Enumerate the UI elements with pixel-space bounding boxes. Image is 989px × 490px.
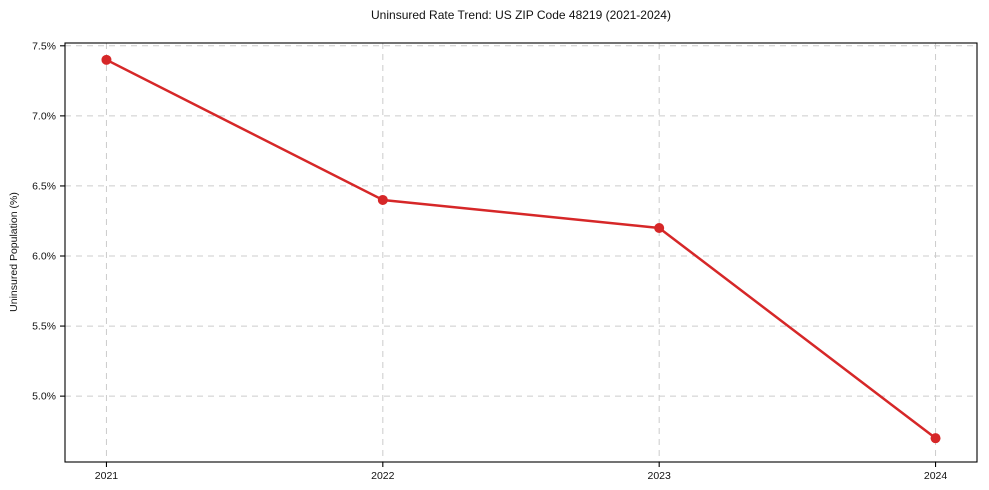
- y-tick-label: 7.0%: [32, 110, 56, 122]
- data-point: [377, 194, 388, 205]
- x-tick-label: 2022: [371, 470, 395, 482]
- y-tick-label: 6.0%: [32, 251, 56, 263]
- y-tick-label: 5.0%: [32, 391, 56, 403]
- y-tick-label: 5.5%: [32, 321, 56, 333]
- data-point: [101, 54, 112, 65]
- plot-border: [64, 42, 978, 463]
- chart-title: Uninsured Rate Trend: US ZIP Code 48219 …: [371, 8, 671, 22]
- data-point: [930, 433, 941, 444]
- x-tick-label: 2021: [95, 470, 119, 482]
- data-point: [654, 222, 665, 233]
- y-tick-label: 7.5%: [32, 40, 56, 52]
- x-tick-label: 2023: [648, 470, 672, 482]
- x-tick-label: 2024: [924, 470, 948, 482]
- trend-line: [105, 58, 937, 440]
- y-tick-label: 6.5%: [32, 180, 56, 192]
